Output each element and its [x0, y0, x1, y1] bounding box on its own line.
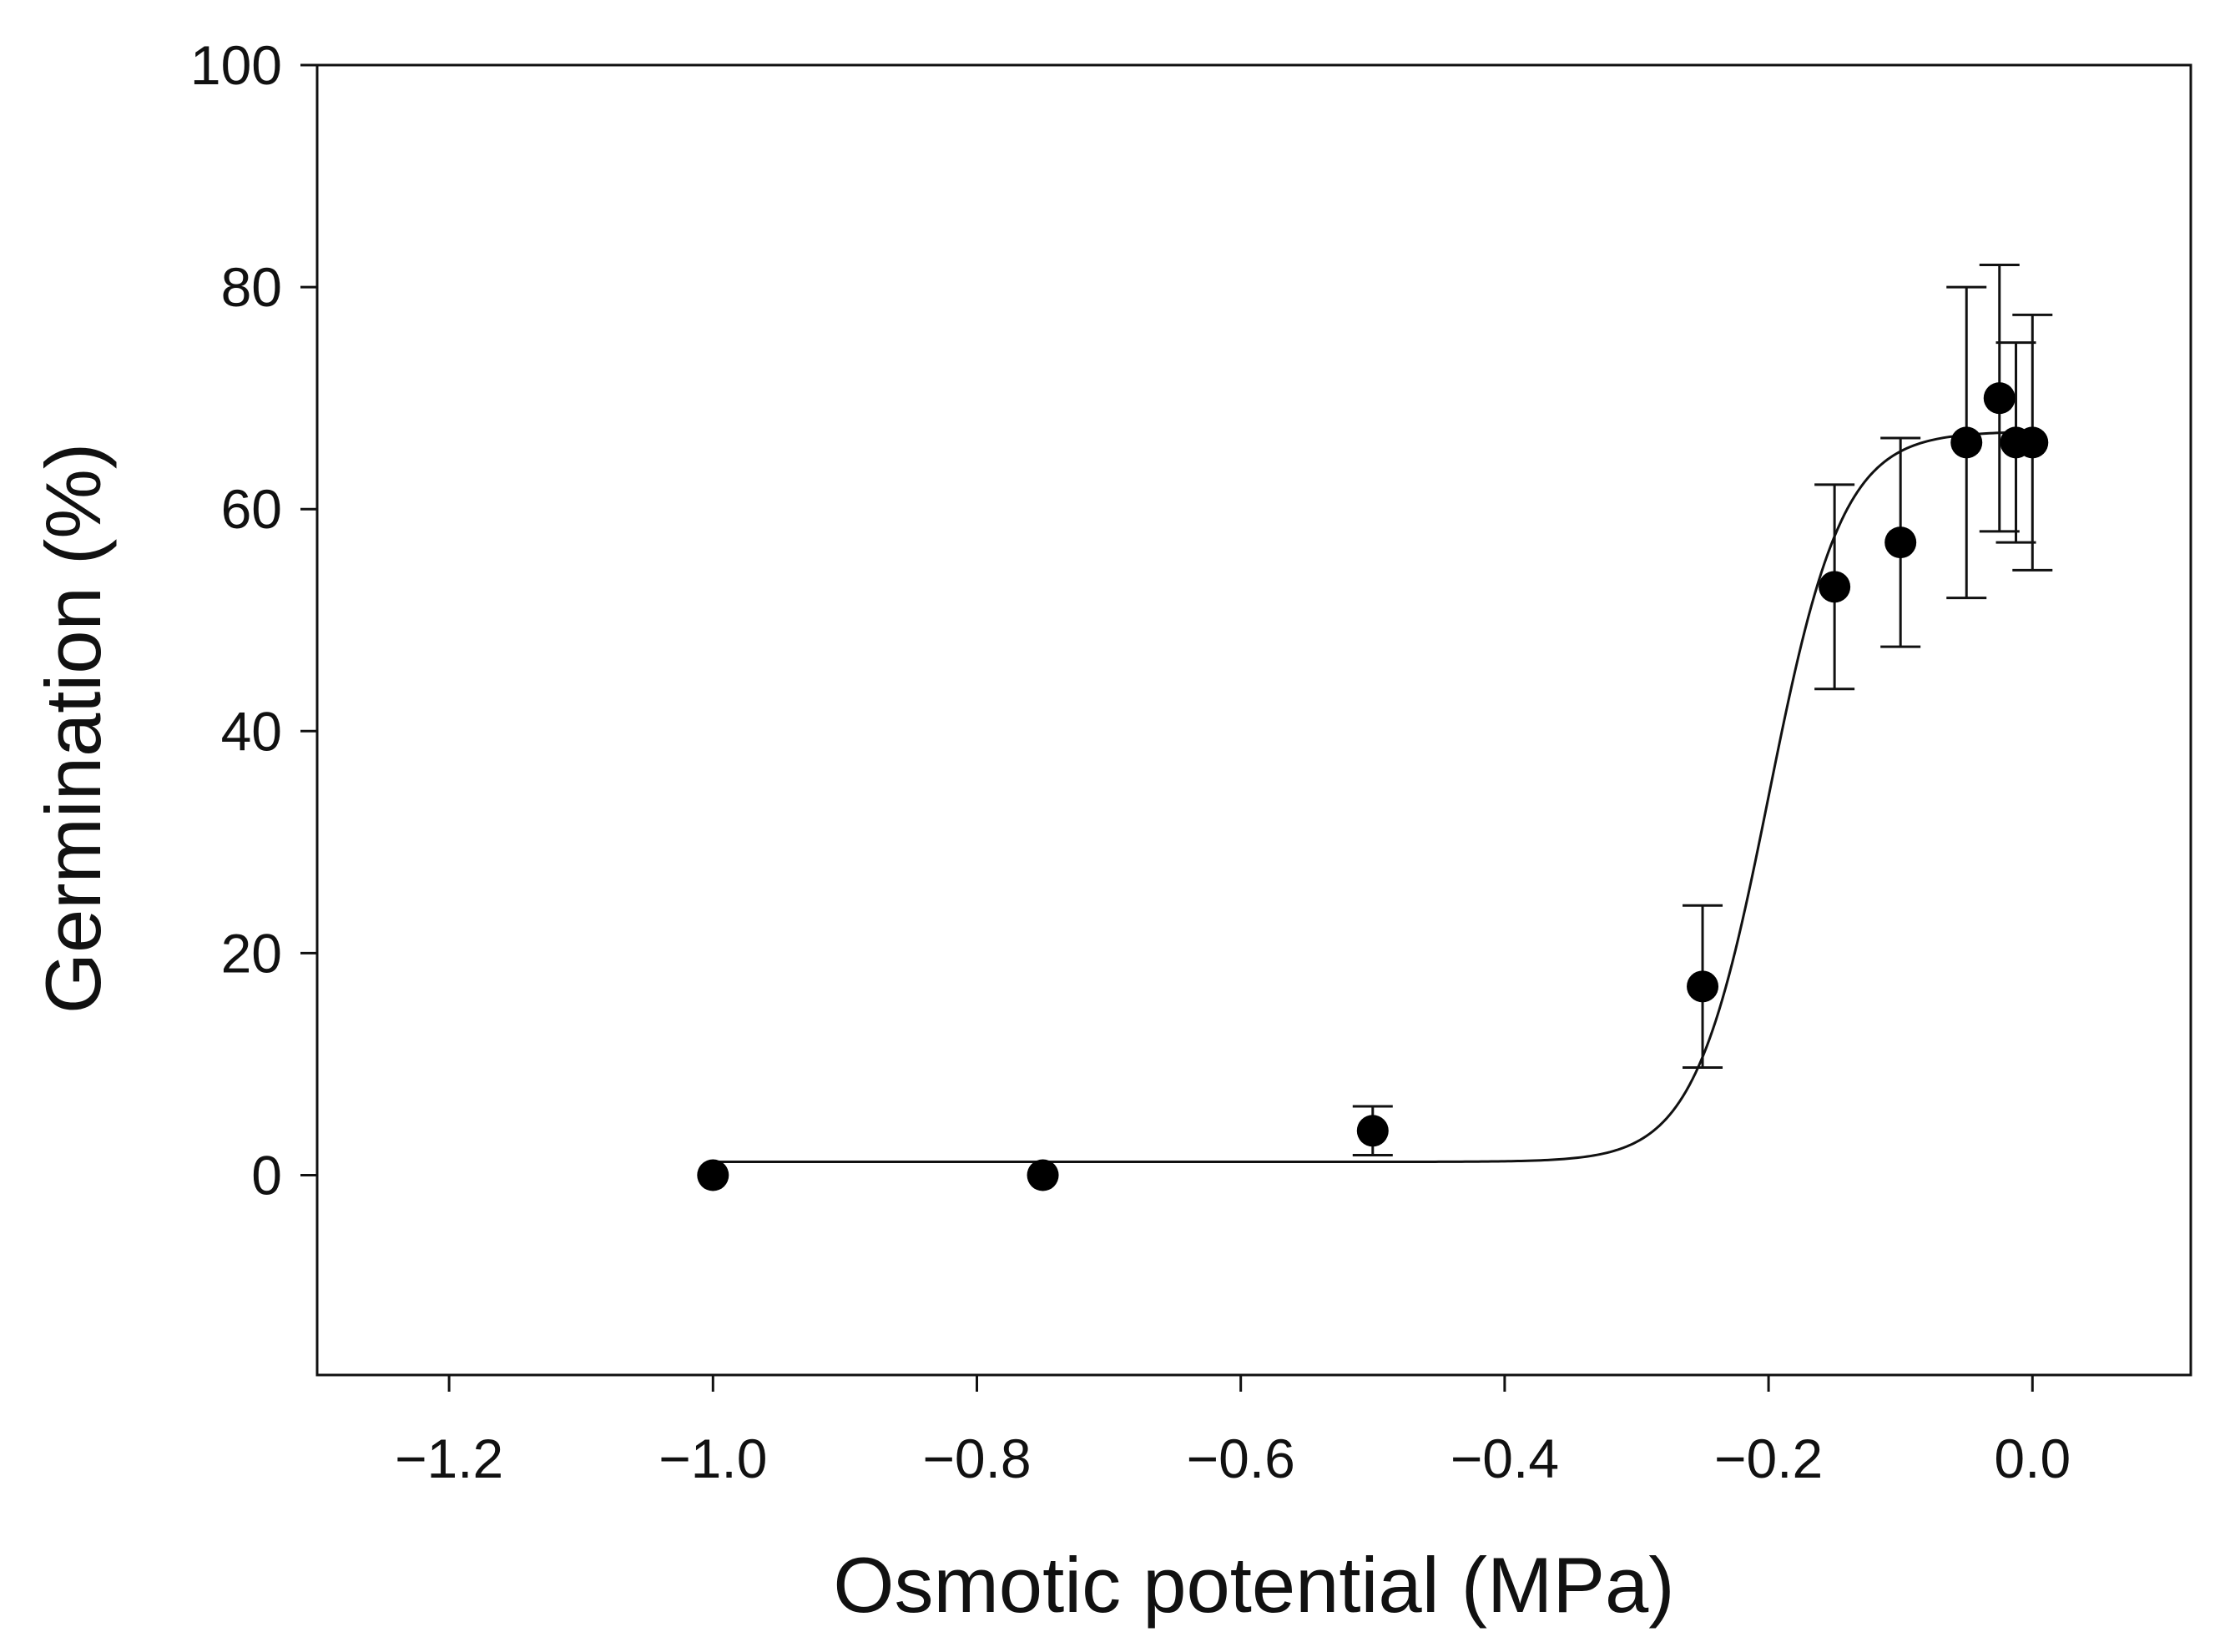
- y-ticks-layer: 0 20 40 60 80 100: [190, 34, 317, 1206]
- data-point: [1819, 571, 1851, 603]
- x-tick-label: −1.0: [658, 1428, 767, 1489]
- y-tick-label: 80: [221, 256, 282, 318]
- plot-frame: [315, 63, 2192, 1377]
- data-point: [1884, 526, 1917, 559]
- data-point: [1950, 426, 1983, 459]
- x-tick-label: 0.0: [1994, 1428, 2071, 1489]
- x-tick-label: −0.6: [1187, 1428, 1295, 1489]
- data-point: [1983, 382, 2016, 415]
- data-point: [1027, 1159, 1059, 1191]
- data-points-layer: [697, 382, 2049, 1191]
- x-tick-label: −1.2: [395, 1428, 503, 1489]
- x-tick-label: −0.4: [1451, 1428, 1559, 1489]
- x-tick-label: −0.8: [922, 1428, 1031, 1489]
- error-bars-layer: [1352, 263, 2053, 1157]
- x-ticks-layer: −1.2 −1.0 −0.8 −0.6 −0.4 −0.2 0.0: [395, 1375, 2071, 1489]
- data-point: [1687, 970, 1719, 1003]
- fit-curve-layer: [713, 431, 2033, 1164]
- y-tick-label: 60: [221, 478, 282, 540]
- y-tick-label: 0: [251, 1145, 282, 1206]
- data-point: [2016, 426, 2049, 459]
- y-axis-title: Germination (%): [29, 443, 117, 1014]
- fit-curve: [713, 431, 2033, 1164]
- y-tick-label: 40: [221, 700, 282, 762]
- x-tick-label: −0.2: [1714, 1428, 1823, 1489]
- data-point: [1356, 1115, 1389, 1147]
- y-tick-label: 100: [190, 34, 282, 96]
- x-axis-title: Osmotic potential (MPa): [833, 1541, 1674, 1629]
- data-point: [697, 1159, 729, 1191]
- y-tick-label: 20: [221, 922, 282, 984]
